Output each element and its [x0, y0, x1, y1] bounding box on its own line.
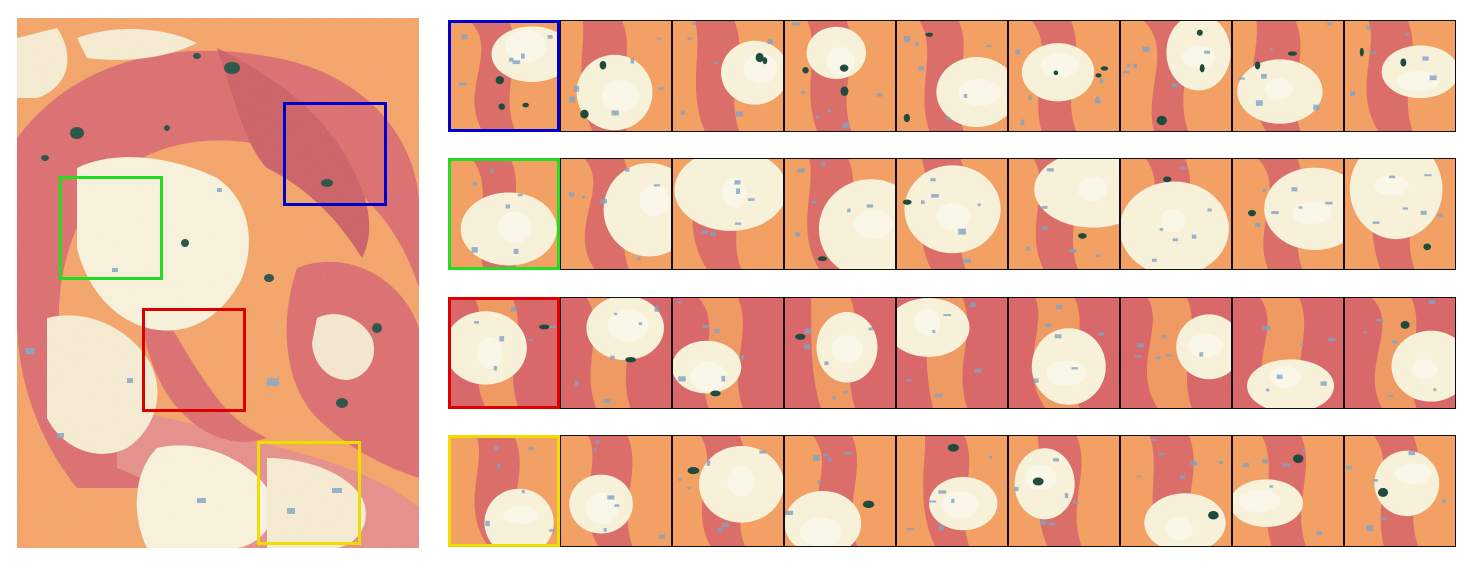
synthesized-tile — [560, 20, 672, 132]
tile-texture-art — [1345, 159, 1455, 269]
tile-texture-art — [451, 23, 557, 129]
tile-texture-art — [1345, 21, 1455, 131]
synthesized-tile — [1008, 435, 1120, 547]
region-red-box — [142, 308, 246, 412]
tile-texture-art — [1009, 436, 1119, 546]
synthesized-tile — [1344, 297, 1456, 409]
synthesized-tile — [784, 158, 896, 270]
tile-texture-art — [897, 436, 1007, 546]
tile-texture-art — [673, 159, 783, 269]
source-crop-tile — [448, 297, 560, 409]
tile-texture-art — [1233, 159, 1343, 269]
tile-texture-art — [785, 21, 895, 131]
source-texture-image — [17, 18, 419, 548]
row-yellow — [448, 435, 1456, 547]
tile-texture-art — [1233, 298, 1343, 408]
tile-texture-art — [1009, 21, 1119, 131]
tile-texture-art — [897, 298, 1007, 408]
synthesized-tile — [896, 158, 1008, 270]
tile-texture-art — [673, 298, 783, 408]
row-red — [448, 297, 1456, 409]
synthesized-tile — [560, 435, 672, 547]
tile-texture-art — [451, 300, 557, 406]
region-green-box — [59, 176, 163, 280]
region-yellow-box — [257, 441, 361, 545]
marbled-texture-art — [17, 18, 419, 548]
synthesized-tile — [1008, 20, 1120, 132]
synthesized-tile — [1008, 158, 1120, 270]
tile-texture-art — [785, 298, 895, 408]
synthesized-tile — [1120, 435, 1232, 547]
tile-texture-art — [561, 21, 671, 131]
synthesized-tile — [1344, 435, 1456, 547]
source-crop-tile — [448, 158, 560, 270]
tile-texture-art — [561, 298, 671, 408]
tile-texture-art — [673, 21, 783, 131]
tile-texture-art — [1233, 436, 1343, 546]
synthesized-tile — [560, 158, 672, 270]
tile-texture-art — [1009, 159, 1119, 269]
tile-texture-art — [1345, 436, 1455, 546]
synthesized-tile — [1232, 297, 1344, 409]
row-blue — [448, 20, 1456, 132]
region-blue-box — [283, 102, 387, 206]
synthesized-tile — [1120, 20, 1232, 132]
tile-texture-art — [1009, 298, 1119, 408]
tile-texture-art — [1121, 159, 1231, 269]
synthesized-tile — [672, 20, 784, 132]
tile-texture-art — [561, 436, 671, 546]
tile-texture-art — [561, 159, 671, 269]
synthesized-tile — [672, 158, 784, 270]
synthesized-tile — [1232, 20, 1344, 132]
synthesis-grid — [448, 20, 1456, 550]
synthesized-tile — [896, 435, 1008, 547]
tile-texture-art — [1121, 298, 1231, 408]
synthesized-tile — [1232, 435, 1344, 547]
synthesized-tile — [1344, 158, 1456, 270]
synthesized-tile — [560, 297, 672, 409]
synthesized-tile — [1232, 158, 1344, 270]
tile-texture-art — [897, 159, 1007, 269]
synthesized-tile — [672, 435, 784, 547]
row-green — [448, 158, 1456, 270]
synthesized-tile — [1120, 297, 1232, 409]
tile-texture-art — [785, 436, 895, 546]
tile-texture-art — [451, 438, 557, 544]
synthesized-tile — [784, 20, 896, 132]
synthesized-tile — [672, 297, 784, 409]
tile-texture-art — [897, 21, 1007, 131]
synthesized-tile — [896, 20, 1008, 132]
synthesized-tile — [896, 297, 1008, 409]
tile-texture-art — [785, 159, 895, 269]
synthesized-tile — [784, 435, 896, 547]
synthesized-tile — [784, 297, 896, 409]
source-crop-tile — [448, 20, 560, 132]
tile-texture-art — [1121, 21, 1231, 131]
synthesized-tile — [1120, 158, 1232, 270]
tile-texture-art — [451, 161, 557, 267]
tile-texture-art — [1345, 298, 1455, 408]
source-crop-tile — [448, 435, 560, 547]
tile-texture-art — [1233, 21, 1343, 131]
tile-texture-art — [1121, 436, 1231, 546]
synthesized-tile — [1344, 20, 1456, 132]
synthesized-tile — [1008, 297, 1120, 409]
tile-texture-art — [673, 436, 783, 546]
